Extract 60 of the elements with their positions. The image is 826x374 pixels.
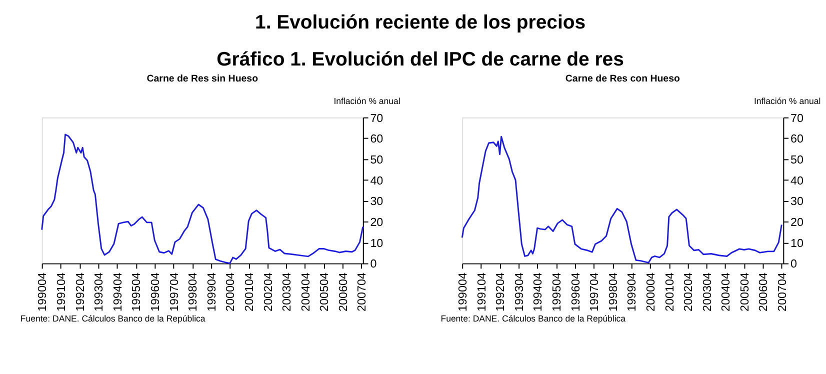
y-tick-label: 20 xyxy=(790,216,804,229)
y-tick-label: 50 xyxy=(370,153,384,166)
y-tick-label: 70 xyxy=(790,112,804,125)
x-tick-label: 200204 xyxy=(682,272,696,312)
y-tick-label: 60 xyxy=(790,132,804,146)
x-tick-label: 200004 xyxy=(224,272,238,312)
x-tick-label: 199504 xyxy=(550,272,564,312)
y-tick-label: 70 xyxy=(370,112,384,125)
x-tick-label: 199804 xyxy=(186,272,200,312)
y-axis-title: Inflación % anual xyxy=(754,96,821,106)
x-tick-label: 199104 xyxy=(54,272,68,312)
x-tick-label: 199304 xyxy=(92,272,106,312)
x-tick-label: 200304 xyxy=(700,272,714,312)
y-tick-label: 10 xyxy=(790,236,804,250)
x-tick-label: 199604 xyxy=(149,272,162,312)
x-tick-label: 199304 xyxy=(512,272,526,312)
y-tick-label: 0 xyxy=(370,258,378,271)
y-tick-label: 50 xyxy=(790,153,804,166)
x-tick-label: 199704 xyxy=(588,272,602,312)
y-tick-label: 30 xyxy=(790,195,804,208)
x-tick-label: 200504 xyxy=(738,272,752,312)
x-tick-label: 200404 xyxy=(720,272,733,312)
x-tick-label: 199604 xyxy=(569,272,582,312)
x-tick-label: 199104 xyxy=(475,272,488,312)
y-axis-title: Inflación % anual xyxy=(334,96,400,106)
text: 1. Evolución reciente de los precios xyxy=(255,11,586,34)
x-tick-label: 200104 xyxy=(242,272,256,312)
y-tick-label: 40 xyxy=(790,174,804,188)
x-tick-label: 199504 xyxy=(130,272,144,312)
x-tick-label: 200604 xyxy=(757,272,770,312)
x-tick-label: 199404 xyxy=(532,272,545,312)
x-tick-label: 199704 xyxy=(168,272,181,312)
x-tick-label: 200404 xyxy=(299,272,312,312)
y-tick-label: 60 xyxy=(370,132,384,146)
x-tick-label: 200204 xyxy=(262,272,275,312)
x-tick-label: 199004 xyxy=(36,272,50,312)
source-note: Fuente: DANE. Cálculos Banco de la República xyxy=(20,314,206,324)
x-tick-label: 200604 xyxy=(336,272,350,312)
x-tick-label: 199904 xyxy=(205,272,218,312)
y-tick-label: 20 xyxy=(370,216,384,229)
x-tick-label: 199204 xyxy=(74,272,87,312)
y-tick-label: 30 xyxy=(370,195,384,208)
x-tick-label: 200104 xyxy=(663,272,676,312)
text: Gráfico 1. Evolución del IPC de carne de res xyxy=(216,48,624,70)
x-tick-label: 199404 xyxy=(111,272,124,312)
y-tick-label: 40 xyxy=(370,174,384,188)
chart-title: Carne de Res sin Hueso xyxy=(146,73,258,84)
y-tick-label: 10 xyxy=(370,236,384,250)
x-tick-label: 200704 xyxy=(776,272,790,312)
source-note: Fuente: DANE. Cálculos Banco de la República xyxy=(440,314,626,324)
x-tick-label: 200504 xyxy=(318,272,332,312)
x-tick-label: 199904 xyxy=(626,272,639,312)
x-tick-label: 200704 xyxy=(356,272,369,312)
x-tick-label: 199204 xyxy=(494,272,508,312)
x-tick-label: 199804 xyxy=(606,272,620,312)
x-tick-label: 200004 xyxy=(644,272,658,312)
x-tick-label: 200304 xyxy=(280,272,294,312)
x-tick-label: 199004 xyxy=(456,272,470,312)
chart-title: Carne de Res con Hueso xyxy=(565,73,680,84)
y-tick-label: 0 xyxy=(790,258,798,271)
